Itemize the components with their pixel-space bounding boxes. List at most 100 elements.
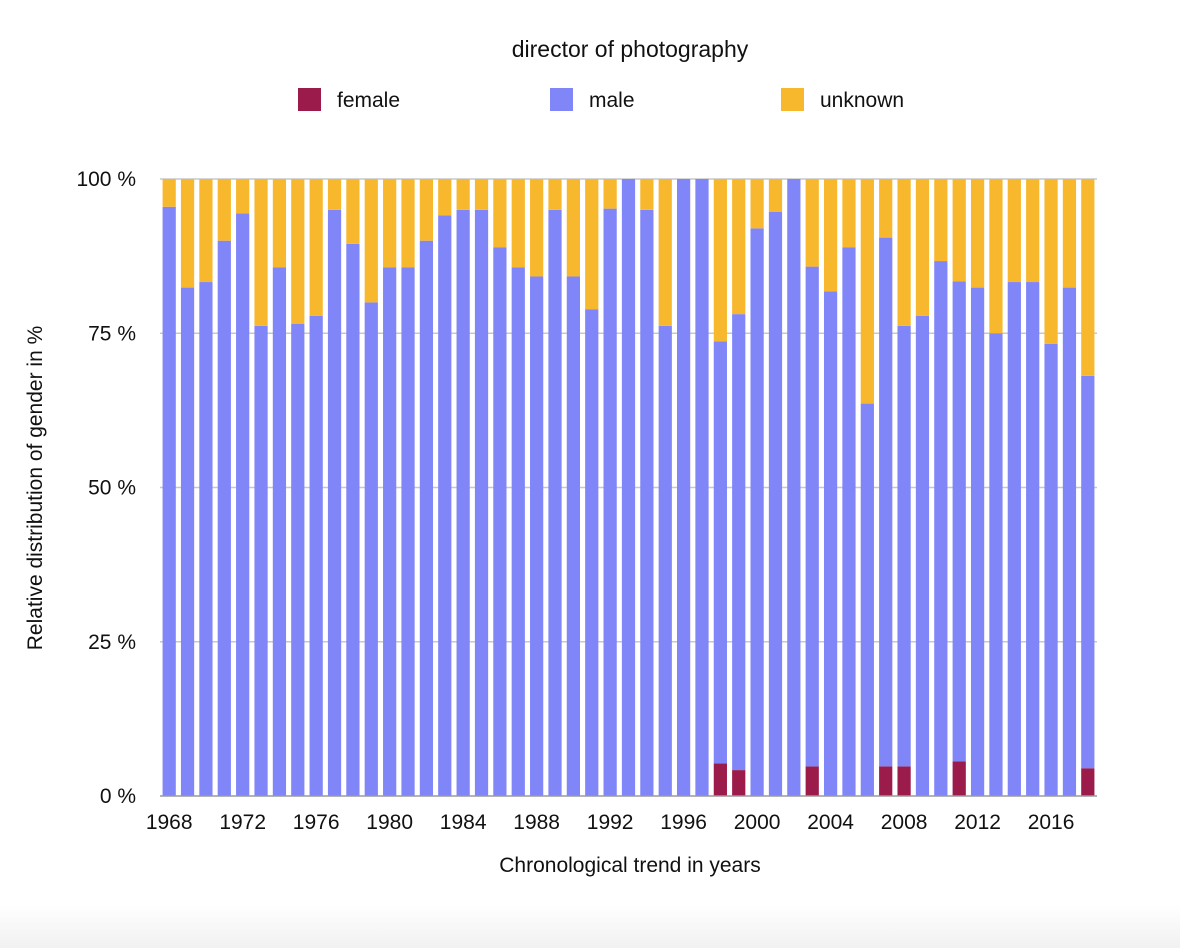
bar-unknown <box>401 179 415 268</box>
bar-unknown <box>768 179 783 212</box>
bar-male <box>364 302 378 796</box>
bar-unknown <box>199 179 213 283</box>
bar-male <box>493 247 507 796</box>
x-tick-label: 1996 <box>660 811 707 834</box>
bar-male <box>842 247 856 796</box>
bar-male <box>658 325 672 796</box>
bar-unknown <box>438 179 452 216</box>
bar-unknown <box>713 179 727 342</box>
bar-male <box>1062 287 1077 796</box>
bar-unknown <box>383 179 397 268</box>
legend-label: unknown <box>820 89 904 112</box>
y-tick-label: 25 % <box>88 631 136 654</box>
bar-male <box>585 309 599 796</box>
legend-item-female: female <box>298 88 400 112</box>
bar-male <box>474 209 489 797</box>
x-tick-label: 2000 <box>734 811 781 834</box>
bar-unknown <box>493 179 507 248</box>
bar-male <box>677 179 691 796</box>
bars <box>162 179 1095 797</box>
bar-unknown <box>879 179 893 238</box>
bar-unknown <box>272 179 287 268</box>
bar-male <box>823 291 838 796</box>
bar-male <box>603 208 617 797</box>
bar-male <box>566 276 580 797</box>
bar-male <box>860 403 874 796</box>
bar-unknown <box>732 179 746 315</box>
x-tick-label: 1980 <box>366 811 413 834</box>
bar-male <box>180 287 195 796</box>
bar-male <box>383 267 397 797</box>
bar-male <box>346 243 360 796</box>
bar-male <box>640 209 654 797</box>
bar-male <box>970 287 985 796</box>
bar-male <box>732 314 746 771</box>
x-axis-label: Chronological trend in years <box>499 854 760 877</box>
bar-male <box>530 276 544 797</box>
bar-male <box>768 211 783 797</box>
bottom-fade <box>0 905 1180 948</box>
bar-male <box>621 179 636 796</box>
bar-unknown <box>327 179 342 210</box>
bar-male <box>548 209 562 797</box>
legend-item-male: male <box>550 88 635 112</box>
bar-unknown <box>162 179 176 207</box>
bar-male <box>254 325 268 796</box>
bar-female <box>713 763 727 796</box>
bar-male <box>695 179 709 796</box>
bar-unknown <box>511 179 525 268</box>
legend-swatch <box>781 88 804 111</box>
chart-title: director of photography <box>512 36 749 62</box>
bar-unknown <box>364 179 378 303</box>
bar-male <box>419 240 434 796</box>
bar-male <box>1007 282 1021 796</box>
bar-unknown <box>1081 179 1095 376</box>
bar-unknown <box>640 179 654 210</box>
bar-unknown <box>309 179 323 316</box>
bar-unknown <box>1062 179 1077 288</box>
legend: female male unknown <box>298 88 904 112</box>
bar-male <box>327 209 342 797</box>
x-tick-label: 2016 <box>1028 811 1075 834</box>
bar-male <box>438 215 452 796</box>
bar-unknown <box>952 179 966 282</box>
x-tick-label: 2012 <box>954 811 1001 834</box>
bar-unknown <box>346 179 360 244</box>
bar-unknown <box>805 179 819 267</box>
bar-male <box>915 315 930 796</box>
legend-swatch <box>550 88 573 111</box>
bar-male <box>750 228 764 797</box>
bar-unknown <box>970 179 985 288</box>
bar-unknown <box>1044 179 1058 344</box>
bar-unknown <box>236 179 250 214</box>
bar-unknown <box>823 179 838 292</box>
x-tick-label: 2008 <box>881 811 928 834</box>
bar-male <box>272 267 287 797</box>
bar-male <box>291 323 305 796</box>
bar-male <box>1026 282 1040 796</box>
x-tick-label: 1984 <box>440 811 487 834</box>
x-tick-label: 1968 <box>146 811 193 834</box>
bar-male <box>199 282 213 796</box>
bar-male <box>309 315 323 796</box>
bar-unknown <box>1026 179 1040 283</box>
legend-label: female <box>337 89 400 112</box>
bar-unknown <box>842 179 856 248</box>
bar-male <box>897 325 911 767</box>
bar-male <box>713 341 727 764</box>
bar-unknown <box>474 179 489 210</box>
bar-male <box>217 240 231 796</box>
bar-male <box>989 333 1003 796</box>
bar-female <box>1081 768 1095 796</box>
y-tick-label: 100 % <box>76 168 136 191</box>
bar-female <box>897 766 911 796</box>
bar-unknown <box>750 179 764 229</box>
bar-unknown <box>291 179 305 324</box>
x-tick-label: 1992 <box>587 811 634 834</box>
bar-male <box>934 261 948 796</box>
y-tick-labels: 0 % 25 % 50 % 75 % 100 % <box>76 168 136 808</box>
bar-unknown <box>548 179 562 210</box>
bar-unknown <box>603 179 617 209</box>
bar-unknown <box>217 179 231 241</box>
legend-item-unknown: unknown <box>781 88 904 112</box>
